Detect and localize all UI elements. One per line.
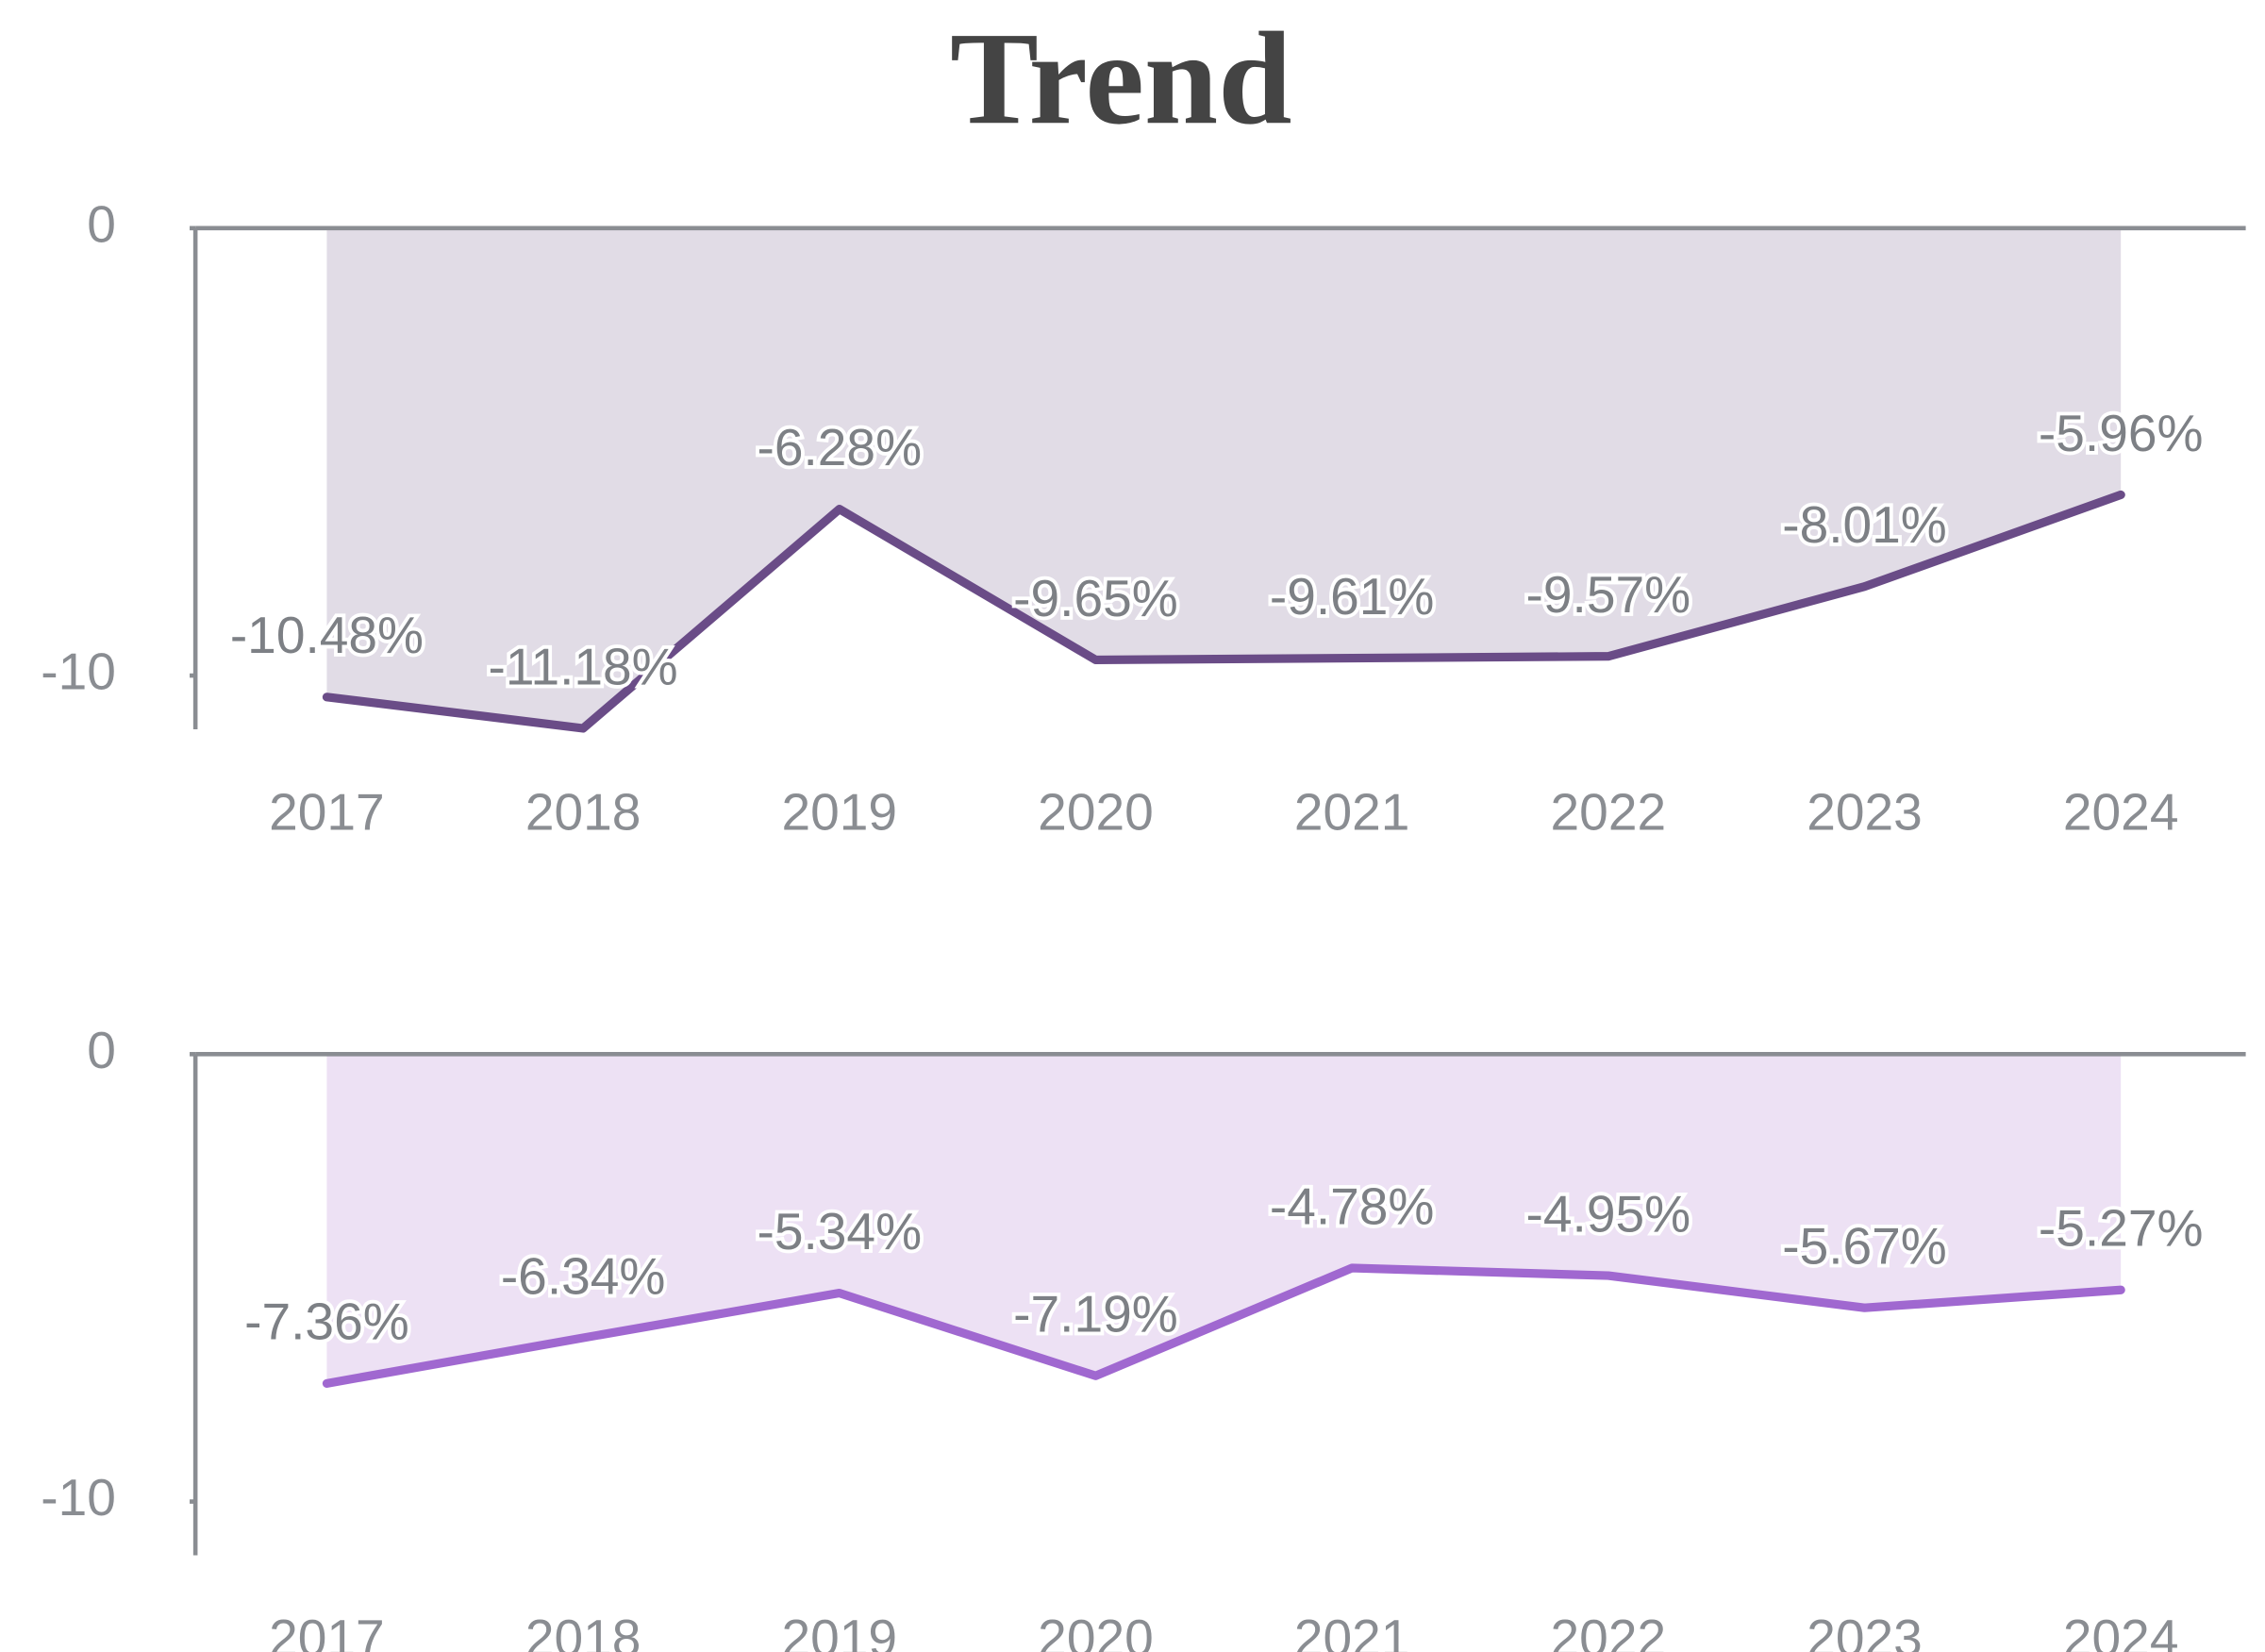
x-tick-label: 2017: [269, 1609, 385, 1652]
x-tick-label: 2020: [1038, 1609, 1154, 1652]
x-tick-label: 2023: [1807, 1609, 1923, 1652]
data-label: -7.19%: [1013, 1285, 1178, 1343]
data-label: -5.67%: [1782, 1217, 1947, 1276]
data-label: -7.36%: [244, 1293, 409, 1351]
data-label: -9.61%: [1270, 567, 1435, 626]
x-tick-label: 2019: [782, 782, 898, 841]
data-label: -5.34%: [758, 1202, 923, 1260]
data-label: -5.96%: [2039, 404, 2204, 462]
x-tick-label: 2018: [525, 1609, 641, 1652]
chart-title: Trend: [950, 6, 1292, 152]
line: [322, 1263, 2125, 1388]
data-label: -4.78%: [1270, 1176, 1435, 1235]
x-tick-label: 2020: [1038, 782, 1154, 841]
x-tick-label: 2024: [2063, 1609, 2179, 1652]
x-tick-label: 2024: [2063, 782, 2179, 841]
x-tick-label: 2023: [1807, 782, 1923, 841]
data-label: -9.57%: [1526, 565, 1691, 624]
x-tick-label: 2021: [1294, 782, 1410, 841]
y-tick-label: -10: [41, 1468, 116, 1527]
x-tick-label: 2021: [1294, 1609, 1410, 1652]
y-tick-label: -10: [41, 642, 116, 701]
y-tick-label: 0: [87, 194, 116, 253]
data-label: -6.28%: [758, 418, 923, 476]
data-label: -10.48%: [230, 606, 424, 664]
x-tick-label: 2018: [525, 782, 641, 841]
data-label: -5.27%: [2039, 1199, 2204, 1258]
x-tick-label: 2022: [1551, 1609, 1667, 1652]
data-label: -6.34%: [501, 1246, 666, 1305]
data-label: -11.18%: [489, 637, 678, 695]
line: [322, 490, 2125, 733]
area: [326, 227, 2122, 729]
data-label: -4.95%: [1526, 1184, 1691, 1243]
data-label: -9.65%: [1013, 569, 1178, 627]
x-tick-label: 2019: [782, 1609, 898, 1652]
x-tick-label: 2022: [1551, 782, 1667, 841]
y-tick-label: 0: [87, 1021, 116, 1079]
x-tick-label: 2017: [269, 782, 385, 841]
data-label: -8.01%: [1782, 495, 1947, 554]
